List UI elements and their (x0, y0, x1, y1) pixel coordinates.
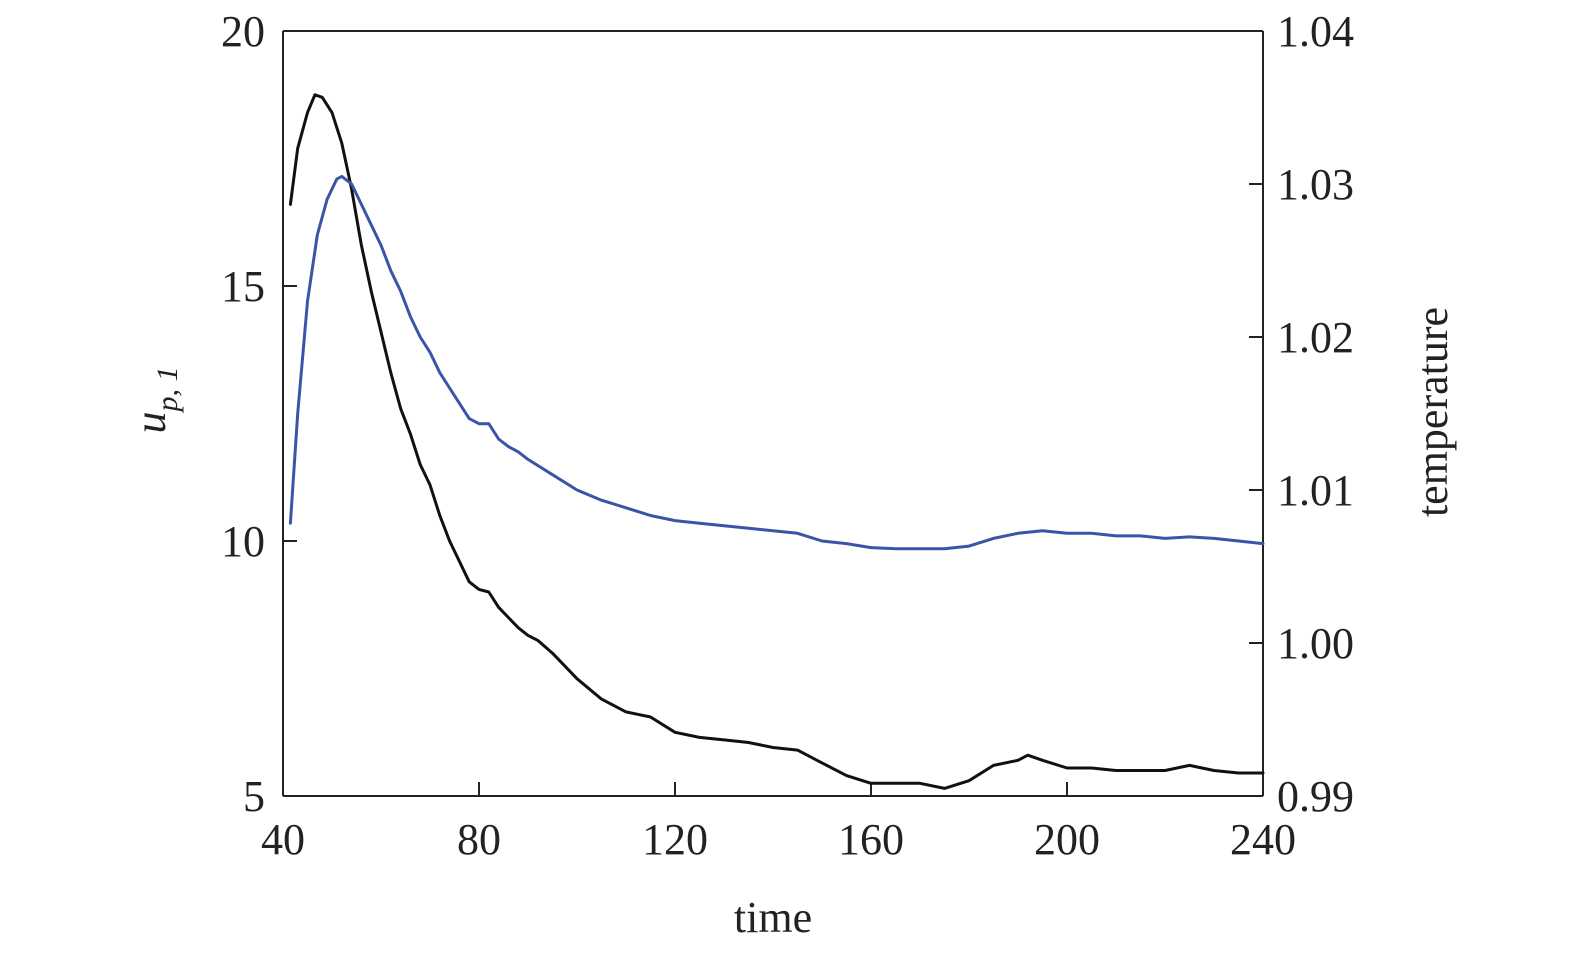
series-line-1 (288, 93, 1265, 790)
left-y-tick-label: 15 (221, 262, 265, 311)
right-y-tick-label: 1.03 (1277, 160, 1354, 209)
left-y-axis-title-sub: p, 1 (151, 367, 184, 414)
x-tick-label: 240 (1230, 815, 1296, 864)
left-y-axis-title: up, 1 (126, 367, 184, 434)
x-axis-title: time (734, 893, 812, 942)
x-tick-label: 200 (1034, 815, 1100, 864)
x-tick-label: 120 (642, 815, 708, 864)
x-ticks: 40 80 120 160 200 240 (261, 782, 1296, 864)
x-tick-label: 40 (261, 815, 305, 864)
left-y-axis-title-main: u (126, 412, 175, 434)
right-y-axis-title: temperature (1408, 307, 1457, 517)
left-y-tick-label: 20 (221, 7, 265, 56)
x-tick-label: 80 (457, 815, 501, 864)
right-y-tick-label: 1.04 (1277, 7, 1354, 56)
series-group (288, 93, 1265, 790)
left-y-tick-label: 5 (243, 772, 265, 821)
right-y-tick-label: 1.01 (1277, 466, 1354, 515)
right-y-tick-label: 1.00 (1277, 619, 1354, 668)
left-y-ticks: 5 10 15 20 (221, 7, 297, 821)
x-tick-label: 160 (838, 815, 904, 864)
right-y-tick-label: 0.99 (1277, 772, 1354, 821)
left-y-tick-label: 10 (221, 517, 265, 566)
plot-frame (282, 30, 1264, 797)
right-y-ticks: 0.99 1.00 1.01 1.02 1.03 1.04 (1249, 7, 1354, 821)
series-line-2 (288, 174, 1265, 551)
right-y-tick-label: 1.02 (1277, 313, 1354, 362)
